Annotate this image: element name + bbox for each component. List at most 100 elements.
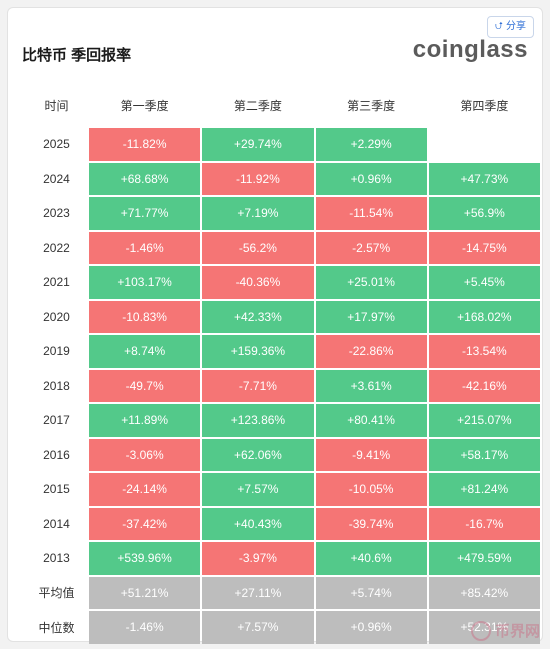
table-row: 2014 -37.42% +40.43% -39.74% -16.7% [26, 507, 540, 540]
watermark-logo-icon [470, 620, 491, 641]
return-cell: -37.42% [88, 507, 201, 540]
return-cell: +25.01% [315, 266, 427, 299]
return-cell: +58.17% [428, 438, 540, 471]
table-row: 2017 +11.89% +123.86% +80.41% +215.07% [26, 404, 540, 437]
return-cell: -3.06% [88, 438, 201, 471]
return-cell: -7.71% [202, 369, 314, 402]
return-cell: +7.57% [202, 473, 314, 506]
table-row: 2019 +8.74% +159.36% -22.86% -13.54% [26, 335, 540, 368]
watermark-text: 币界网 [494, 623, 540, 640]
year-cell: 2013 [43, 551, 70, 566]
return-cell: -9.41% [315, 438, 427, 471]
table-body: 2025 -11.82% +29.74% +2.29% 2024 +68.68% -11.9… [26, 128, 540, 644]
return-cell: -3.97% [202, 542, 314, 575]
stat-row: 中位数 -1.46% +7.57% +0.96% +52.31% [26, 611, 540, 644]
stat-row: 平均值 +51.21% +27.11% +5.74% +85.42% [26, 576, 540, 609]
year-cell: 2017 [43, 413, 70, 428]
return-cell: +40.6% [315, 542, 427, 575]
return-cell: +168.02% [428, 300, 540, 333]
stat-value-cell: +51.21% [88, 576, 201, 609]
column-header-q4: 第四季度 [460, 98, 509, 113]
return-cell: +215.07% [428, 404, 540, 437]
return-cell: -22.86% [315, 335, 427, 368]
year-cell: 2014 [43, 516, 70, 531]
year-cell: 2016 [43, 447, 70, 462]
return-cell: +123.86% [202, 404, 314, 437]
return-cell: +11.89% [88, 404, 201, 437]
return-cell: -1.46% [88, 231, 201, 264]
year-cell: 2022 [43, 240, 70, 255]
stat-label: 中位数 [38, 620, 75, 635]
return-cell: +0.96% [315, 162, 427, 195]
return-cell: +479.59% [428, 542, 540, 575]
return-cell: +7.19% [202, 197, 314, 230]
return-cell: +81.24% [428, 473, 540, 506]
return-cell: -11.92% [202, 162, 314, 195]
column-header-q1: 第一季度 [120, 98, 169, 113]
return-cell: +71.77% [88, 197, 201, 230]
return-cell: -11.54% [315, 197, 427, 230]
return-cell: +56.9% [428, 197, 540, 230]
year-cell: 2019 [43, 344, 70, 359]
return-cell: +17.97% [315, 300, 427, 333]
column-header-q3: 第三季度 [347, 98, 396, 113]
return-cell: +29.74% [202, 128, 314, 161]
return-cell: +42.33% [202, 300, 314, 333]
page-title: 比特币 季回报率 [22, 47, 132, 64]
year-cell: 2024 [43, 171, 70, 186]
return-cell: +103.17% [88, 266, 201, 299]
year-cell: 2025 [43, 137, 70, 152]
quarterly-returns-card: ⮍ 分享 比特币 季回报率 coinglass 时间 第一季度 第二季度 第三季度 第四… [7, 7, 543, 644]
return-cell: +80.41% [315, 404, 427, 437]
return-cell: +8.74% [88, 335, 201, 368]
return-cell: +40.43% [202, 507, 314, 540]
return-cell: -14.75% [428, 231, 540, 264]
return-cell: +47.73% [428, 162, 540, 195]
return-cell: -2.57% [315, 231, 427, 264]
share-button[interactable]: ⮍ 分享 [486, 16, 534, 38]
column-header-q2: 第二季度 [233, 98, 282, 113]
return-cell: -10.05% [315, 473, 427, 506]
return-cell: +5.45% [428, 266, 540, 299]
table-row: 2021 +103.17% -40.36% +25.01% +5.45% [26, 266, 540, 299]
year-cell: 2023 [43, 206, 70, 221]
return-cell: +2.29% [315, 128, 427, 161]
return-cell: -13.54% [428, 335, 540, 368]
year-cell: 2021 [43, 275, 70, 290]
return-cell: -10.83% [88, 300, 201, 333]
return-cell: -24.14% [88, 473, 201, 506]
table-row: 2024 +68.68% -11.92% +0.96% +47.73% [26, 162, 540, 195]
return-cell: -11.82% [88, 128, 201, 161]
returns-table: 时间 第一季度 第二季度 第三季度 第四季度 2025 -11.82% +29.74% +2.… [24, 82, 542, 646]
return-cell: +539.96% [88, 542, 201, 575]
return-cell: -49.7% [88, 369, 201, 402]
return-cell: +3.61% [315, 369, 427, 402]
stat-value-cell: +85.42% [428, 576, 540, 609]
return-cell: -40.36% [202, 266, 314, 299]
empty-cell [429, 128, 540, 161]
year-cell: 2020 [43, 309, 70, 324]
stat-value-cell: +27.11% [202, 576, 314, 609]
table-row: 2015 -24.14% +7.57% -10.05% +81.24% [26, 473, 540, 506]
share-label: 分享 [506, 21, 526, 32]
return-cell: -56.2% [202, 231, 314, 264]
table-row: 2016 -3.06% +62.06% -9.41% +58.17% [26, 438, 540, 471]
return-cell: +159.36% [202, 335, 314, 368]
return-cell: -39.74% [315, 507, 427, 540]
stat-value-cell: +5.74% [315, 576, 427, 609]
table-row: 2023 +71.77% +7.19% -11.54% +56.9% [26, 197, 540, 230]
return-cell: -16.7% [428, 507, 540, 540]
stat-value-cell: -1.46% [88, 611, 201, 644]
stat-value-cell: +0.96% [315, 611, 427, 644]
table-row: 2018 -49.7% -7.71% +3.61% -42.16% [26, 369, 540, 402]
year-cell: 2018 [43, 378, 70, 393]
year-cell: 2015 [43, 482, 70, 497]
watermark: 币界网 [470, 620, 540, 641]
return-cell: -42.16% [428, 369, 540, 402]
return-cell: +68.68% [88, 162, 201, 195]
table-row: 2025 -11.82% +29.74% +2.29% [26, 128, 540, 161]
column-header-time: 时间 [44, 98, 69, 113]
table-row: 2022 -1.46% -56.2% -2.57% -14.75% [26, 231, 540, 264]
table-row: 2013 +539.96% -3.97% +40.6% +479.59% [26, 542, 540, 575]
table-row: 2020 -10.83% +42.33% +17.97% +168.02% [26, 300, 540, 333]
